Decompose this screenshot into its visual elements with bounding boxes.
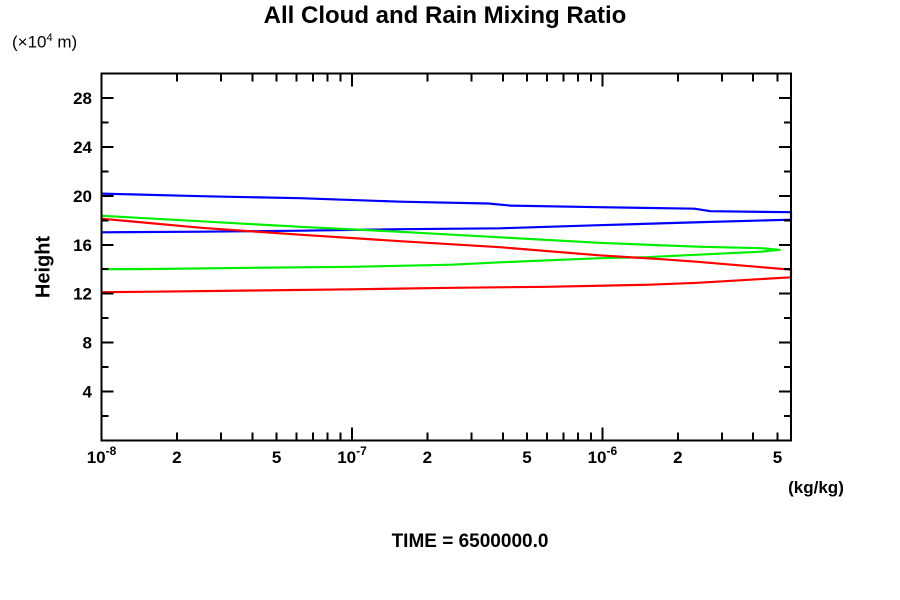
y-tick-label: 24 bbox=[73, 138, 92, 157]
x-tick-label: 5 bbox=[773, 448, 782, 467]
x-tick-label: 5 bbox=[272, 448, 281, 467]
curve-blue-profile bbox=[101, 192, 793, 234]
y-tick-label: 16 bbox=[73, 236, 92, 255]
x-axis-unit-label: (kg/kg) bbox=[788, 478, 844, 497]
y-axis-unit-label: (×104 m) bbox=[12, 32, 78, 52]
x-tick-label: 2 bbox=[673, 448, 682, 467]
x-tick-label: 10-7 bbox=[337, 444, 367, 467]
y-tick-label: 20 bbox=[73, 187, 92, 206]
time-label: TIME = 6500000.0 bbox=[391, 531, 549, 552]
y-axis-title: Height bbox=[32, 235, 55, 299]
plot-frame bbox=[100, 72, 792, 442]
chart-title: All Cloud and Rain Mixing Ratio bbox=[263, 2, 627, 29]
x-tick-label: 10-8 bbox=[87, 444, 117, 467]
x-tick-label: 2 bbox=[172, 448, 181, 467]
y-tick-label: 4 bbox=[83, 383, 93, 402]
x-tick-label: 2 bbox=[423, 448, 432, 467]
y-tick-label: 8 bbox=[83, 334, 92, 353]
x-tick-label: 10-6 bbox=[588, 444, 618, 467]
y-tick-label: 28 bbox=[73, 89, 92, 108]
curve-green-profile bbox=[101, 214, 781, 271]
x-tick-label: 5 bbox=[522, 448, 531, 467]
y-tick-label: 12 bbox=[73, 285, 92, 304]
